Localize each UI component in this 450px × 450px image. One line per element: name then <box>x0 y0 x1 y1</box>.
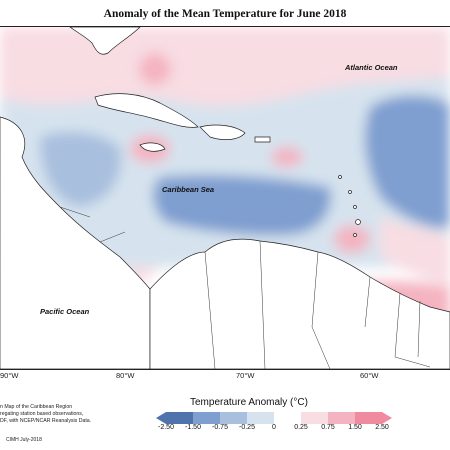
legend-tick-label: 1.50 <box>348 424 362 431</box>
legend-tick-label: -0.25 <box>239 424 255 431</box>
temperature-anomaly-map: Atlantic Ocean Caribbean Sea Pacific Oce… <box>0 26 450 370</box>
atlantic-ocean-label: Atlantic Ocean <box>345 63 398 72</box>
legend-tick-label: 0.25 <box>294 424 308 431</box>
map-title: Anomaly of the Mean Temperature for June… <box>103 8 347 20</box>
pacific-ocean-label: Pacific Ocean <box>40 307 90 316</box>
legend-swatch <box>247 412 275 424</box>
note-line-3: DF, with NCEP/NCAR Reanalysis Data. <box>0 418 92 424</box>
lon-tick-90w: 90°W <box>0 371 19 380</box>
country-borders <box>59 206 431 369</box>
caribbean-sea-label: Caribbean Sea <box>162 185 215 194</box>
legend-swatch <box>301 412 329 424</box>
legend-swatch <box>166 412 194 424</box>
legend-swatch <box>328 412 356 424</box>
legend-tick-label: 0 <box>272 424 276 431</box>
legend-swatch <box>274 412 302 424</box>
legend-tick-label: -2.50 <box>158 424 174 431</box>
legend-tick-label: 0.75 <box>321 424 335 431</box>
legend-tick-label: -1.50 <box>185 424 201 431</box>
note-line-2: regating station based observations, <box>0 411 84 417</box>
map-canvas <box>0 27 450 369</box>
legend-colorbar <box>156 412 392 424</box>
land-masses <box>0 27 450 369</box>
legend-tick-label: 2.50 <box>375 424 389 431</box>
legend-swatch <box>193 412 221 424</box>
lon-tick-60w: 60°W <box>360 371 379 380</box>
note-line-1: n Map of the Caribbean Region <box>0 404 73 410</box>
legend-swatch <box>355 412 383 424</box>
legend-title: Temperature Anomaly (°C) <box>190 397 308 408</box>
lon-tick-70w: 70°W <box>236 371 255 380</box>
legend-tick-label: -0.75 <box>212 424 228 431</box>
credit-text: CIMH July-2018 <box>6 437 42 443</box>
legend-swatch <box>220 412 248 424</box>
lon-tick-80w: 80°W <box>116 371 135 380</box>
